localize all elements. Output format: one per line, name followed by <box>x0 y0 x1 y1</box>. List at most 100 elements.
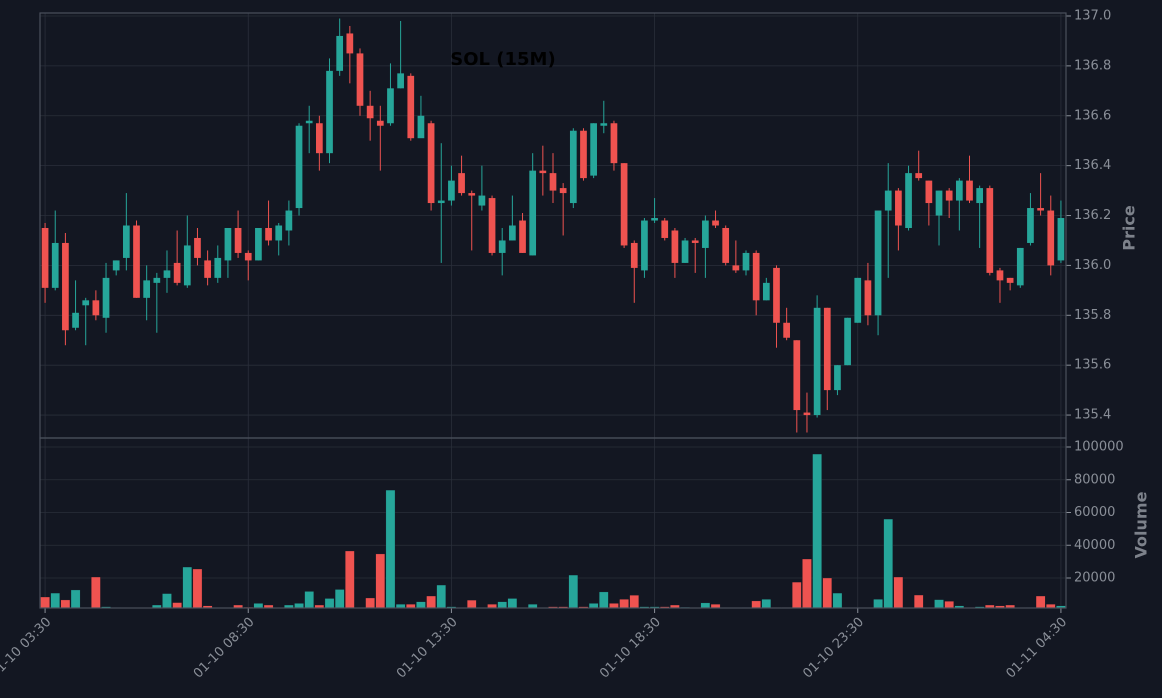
candle-body <box>265 227 272 241</box>
candle-body <box>895 190 902 226</box>
volume-bar <box>40 596 50 609</box>
candle-body <box>366 105 374 119</box>
y-axis-label: Price <box>1120 205 1139 251</box>
candle-body <box>1057 218 1065 261</box>
candle-body <box>671 230 679 263</box>
candle-body <box>681 240 689 263</box>
candle-body <box>1047 210 1055 266</box>
candle-body <box>569 130 577 204</box>
candle-body <box>295 125 303 209</box>
chart-title: SOL (15M) <box>450 49 555 70</box>
candle-body <box>336 35 344 71</box>
candle-body <box>905 173 912 228</box>
candle-body <box>661 220 669 238</box>
candle-body <box>773 267 780 323</box>
x-tick-label: 01-10 13:30 <box>394 615 461 682</box>
candle-body <box>823 307 831 391</box>
candle-body <box>834 365 841 391</box>
volume-tick-label: 60000 <box>1074 505 1115 520</box>
volume-bar <box>324 598 335 609</box>
volume-bar <box>629 595 639 609</box>
volume-bar <box>792 581 802 609</box>
volume-bar <box>426 595 436 609</box>
candle-body <box>935 190 943 216</box>
volume-tick-label: 40000 <box>1074 538 1115 553</box>
candle-body <box>1027 208 1034 243</box>
candle-body <box>468 193 476 196</box>
candle-body <box>275 225 283 241</box>
candle-body <box>509 225 516 241</box>
volume-tick-label: 100000 <box>1074 440 1124 455</box>
candle-body <box>316 123 323 154</box>
volume-bar <box>751 600 761 609</box>
candle-body <box>580 130 587 179</box>
candle-body <box>762 282 770 301</box>
candle-body <box>712 220 719 226</box>
candle-body <box>285 210 293 231</box>
candle-body <box>397 73 404 89</box>
candle-body <box>214 257 222 278</box>
candle-body <box>549 173 557 191</box>
volume-bar <box>91 576 101 609</box>
candle-body <box>163 270 171 278</box>
candle-body <box>72 312 79 328</box>
y-tick-label: 137.0 <box>1074 8 1111 23</box>
y-tick-label: 136.0 <box>1074 258 1111 273</box>
candle-body <box>183 245 191 286</box>
x-tick-label: 01-11 04:30 <box>1003 615 1070 682</box>
y-tick-label: 135.4 <box>1074 408 1111 423</box>
candle-body <box>955 180 963 201</box>
candle-body <box>376 120 384 126</box>
volume-bar <box>375 553 386 609</box>
volume-bar <box>913 594 924 609</box>
y-tick-label: 135.8 <box>1074 308 1111 323</box>
volume-bar <box>385 489 396 609</box>
volume-bar <box>873 599 883 609</box>
volume-bar <box>253 603 264 609</box>
candle-body <box>417 115 425 139</box>
candle-body <box>651 218 658 221</box>
candle-body <box>194 237 201 258</box>
y-tick-label: 135.6 <box>1074 358 1111 373</box>
x-tick-label: 01-10 03:30 <box>0 615 54 682</box>
candle-body <box>204 260 211 278</box>
candle-body <box>356 53 364 106</box>
candle-body <box>620 163 628 246</box>
candle-body <box>173 262 181 283</box>
volume-bar <box>467 599 477 609</box>
candle-body <box>62 242 69 331</box>
volume-bar <box>50 592 60 609</box>
candle-body <box>915 173 923 179</box>
candle-body <box>976 188 984 204</box>
volume-bar <box>365 597 375 609</box>
volume-bar <box>609 603 619 609</box>
candle-body <box>326 70 333 154</box>
volume-bar <box>568 574 579 609</box>
candle-body <box>691 240 699 243</box>
volume-bar <box>70 589 81 609</box>
volume-bar <box>162 593 172 609</box>
candle-body <box>437 200 445 204</box>
candle-body <box>488 198 496 253</box>
candle-body <box>92 300 100 316</box>
volume-bar <box>436 584 446 609</box>
candle-body <box>112 260 120 271</box>
candle-body <box>874 210 882 316</box>
volume-bar <box>294 603 304 609</box>
candle-body <box>255 227 262 261</box>
candle-body <box>133 225 140 298</box>
x-tick-label: 01-10 08:30 <box>191 615 258 682</box>
candle-body <box>1006 277 1014 283</box>
candle-body <box>702 220 709 248</box>
candle-body <box>458 173 465 194</box>
candle-body <box>854 277 862 323</box>
volume-bar <box>60 599 71 609</box>
candle-body <box>752 252 760 301</box>
candle-body <box>844 317 851 366</box>
volume-bar <box>497 601 507 609</box>
y-tick-label: 136.6 <box>1074 108 1111 123</box>
candle-body <box>793 340 801 411</box>
volume-bar <box>416 601 426 609</box>
candle-body <box>224 227 232 261</box>
